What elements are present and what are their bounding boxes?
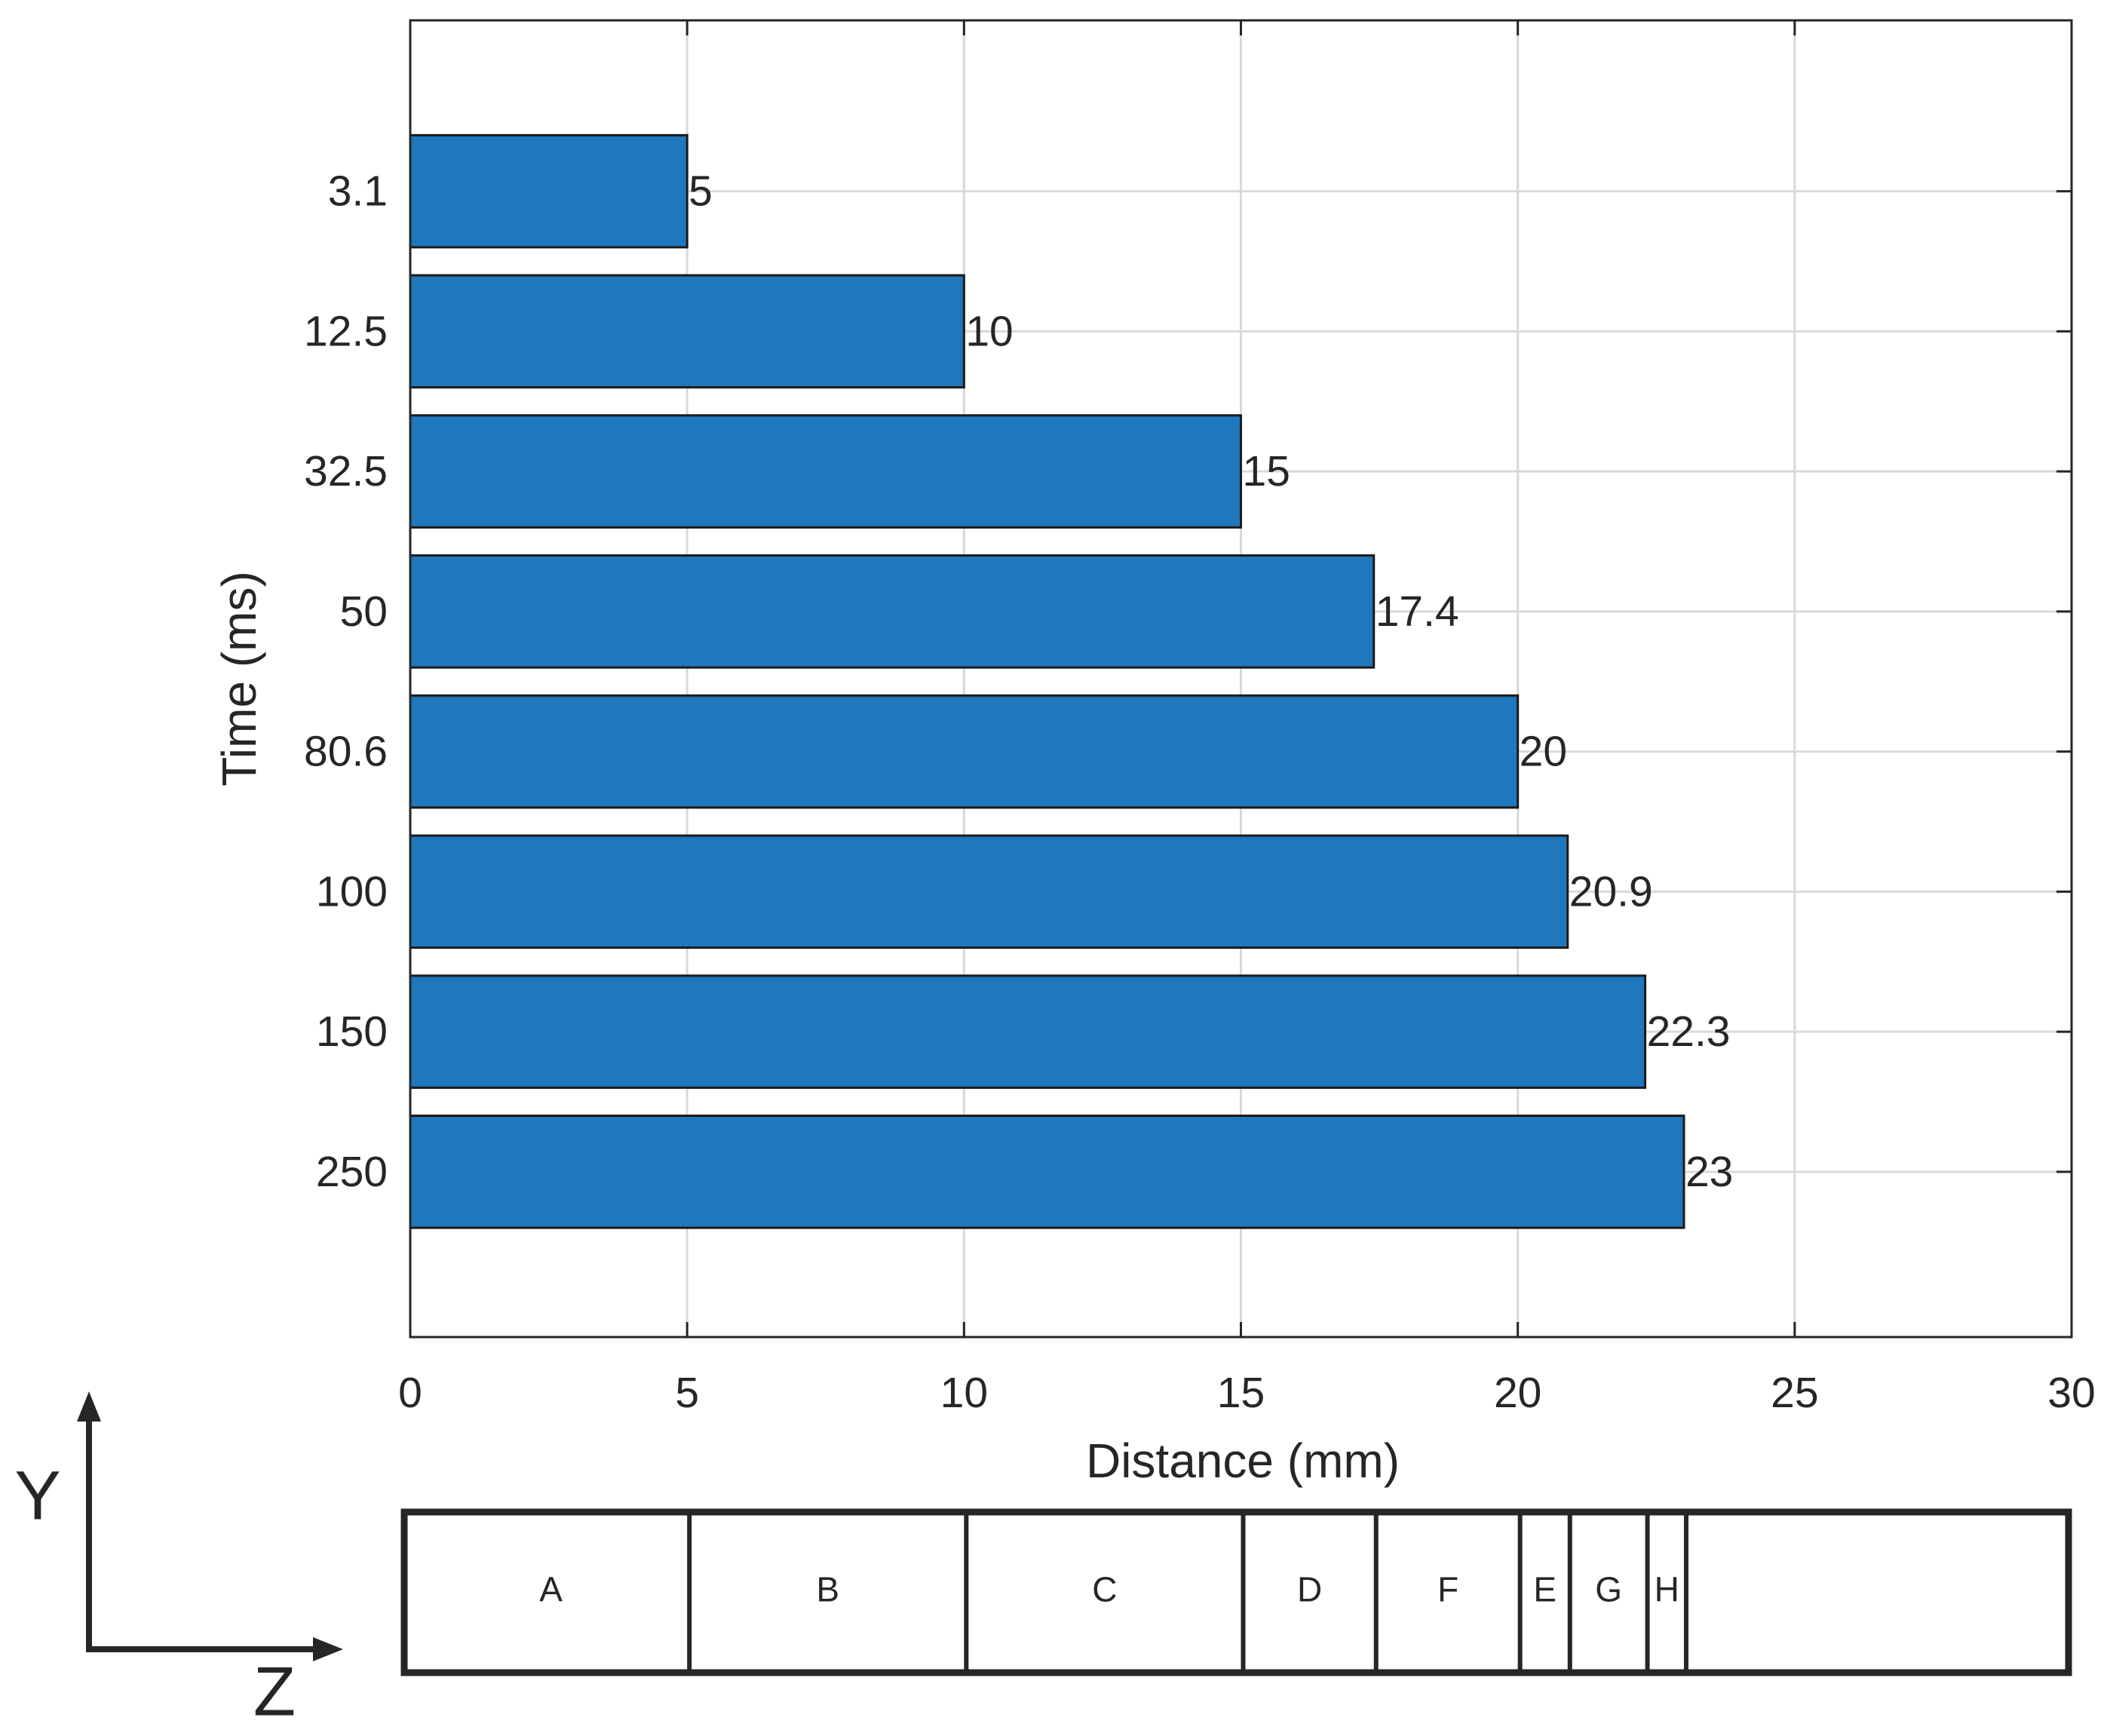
x-tick-label: 15	[1217, 1369, 1265, 1417]
y-tick-label: 50	[340, 587, 388, 636]
x-tick-label: 0	[398, 1369, 422, 1417]
bar-value-label: 20	[1520, 728, 1567, 776]
y-axis-letter: Y	[14, 1457, 60, 1534]
y-tick-label: 150	[316, 1008, 388, 1056]
bar	[409, 554, 1376, 669]
y-arrow-head	[77, 1391, 101, 1422]
y-tick-label: 3.1	[328, 167, 388, 216]
region-label: F	[1437, 1570, 1458, 1609]
bar	[409, 1115, 1685, 1229]
bar-value-label: 23	[1685, 1148, 1733, 1196]
region-label: G	[1595, 1570, 1622, 1609]
bar-value-label: 17.4	[1376, 587, 1459, 636]
bar-value-label: 22.3	[1647, 1008, 1731, 1056]
z-axis-letter: Z	[253, 1653, 296, 1730]
bar-value-label: 5	[689, 167, 713, 216]
x-tick-label: 25	[1771, 1369, 1818, 1417]
x-axis-label: Distance (mm)	[1086, 1434, 1400, 1488]
y-tick-label: 80.6	[304, 728, 388, 776]
y-tick-label: 12.5	[304, 307, 388, 355]
y-tick-label: 250	[316, 1148, 388, 1196]
bar	[409, 274, 965, 389]
region-label: A	[539, 1570, 563, 1609]
y-tick-label: 32.5	[304, 447, 388, 495]
bar-value-label: 10	[965, 307, 1013, 355]
y-tick-label: 100	[316, 867, 388, 916]
region-label: E	[1533, 1570, 1557, 1609]
y-axis-label: Time (ms)	[212, 571, 266, 787]
x-tick-label: 10	[940, 1369, 988, 1417]
plot-frame	[409, 19, 2073, 1339]
z-arrow-head	[313, 1637, 343, 1661]
x-tick-label: 30	[2047, 1369, 2095, 1417]
bar	[409, 974, 1647, 1089]
bar-value-label: 15	[1243, 447, 1290, 495]
region-strip	[400, 1508, 2072, 1676]
x-tick-label: 5	[675, 1369, 699, 1417]
bar	[409, 414, 1242, 529]
x-tick-label: 20	[1494, 1369, 1541, 1417]
bar-value-label: 20.9	[1569, 867, 1653, 916]
bar	[409, 694, 1520, 809]
orientation-diagram: Y Z	[14, 1391, 343, 1730]
region-label: H	[1655, 1570, 1679, 1609]
region-label: D	[1297, 1570, 1322, 1609]
bar	[409, 133, 689, 249]
bar	[409, 834, 1569, 949]
region-label: C	[1092, 1570, 1117, 1609]
region-label: B	[816, 1570, 839, 1609]
